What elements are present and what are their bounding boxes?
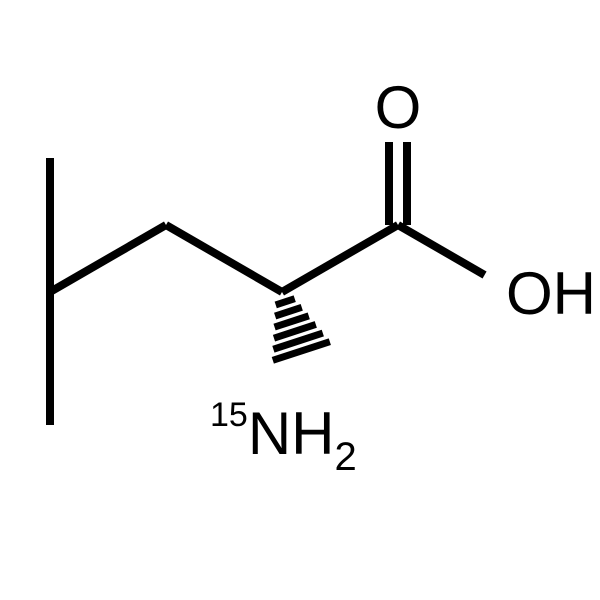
bond (282, 225, 398, 292)
amine-element: N (248, 400, 291, 467)
stereo-hash (276, 299, 295, 305)
oxygen-label: O (375, 74, 422, 141)
bond (398, 225, 485, 275)
amine-label: 15NH2 (210, 396, 357, 479)
hydroxyl-label: OH (506, 260, 596, 327)
stereo-hash (275, 307, 302, 316)
isotope-sup: 15 (210, 396, 248, 434)
bond (50, 225, 166, 292)
amine-hydrogen: H (291, 400, 334, 467)
bond (166, 225, 282, 292)
amine-h-sub: 2 (335, 435, 357, 479)
chemical-structure: O OH 15NH2 (0, 0, 600, 600)
